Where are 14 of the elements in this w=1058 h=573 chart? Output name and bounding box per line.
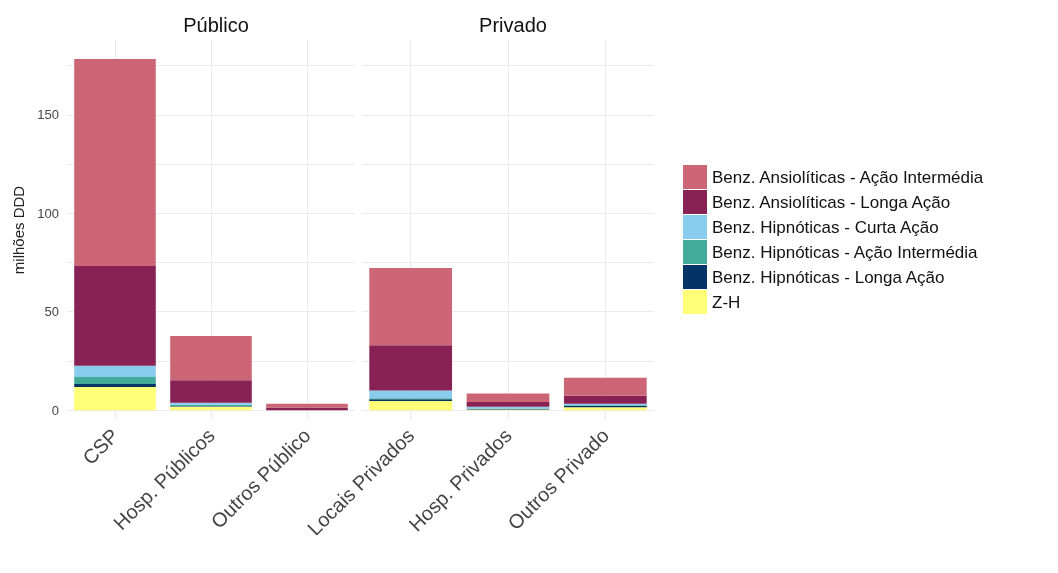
x-tick-label: CSP (78, 424, 123, 469)
legend-label: Benz. Ansiolíticas - Ação Intermédia (712, 167, 984, 187)
chart-title: Público (183, 14, 249, 36)
y-tick-label: 100 (37, 205, 59, 221)
legend-label: Benz. Hipnóticas - Longa Ação (712, 267, 945, 287)
legend-label: Benz. Ansiolíticas - Longa Ação (712, 192, 951, 212)
legend-label: Z-H (712, 292, 741, 312)
chart-title: Privado (479, 14, 547, 36)
legend-label: Benz. Hipnóticas - Curta Ação (712, 217, 939, 237)
legend-label: Benz. Hipnóticas - Ação Intermédia (712, 242, 979, 262)
y-tick-label: 50 (44, 304, 59, 320)
y-tick-label: 150 (37, 107, 59, 123)
y-axis-title: milhões DDD (10, 185, 28, 275)
y-tick-label: 0 (51, 402, 59, 418)
